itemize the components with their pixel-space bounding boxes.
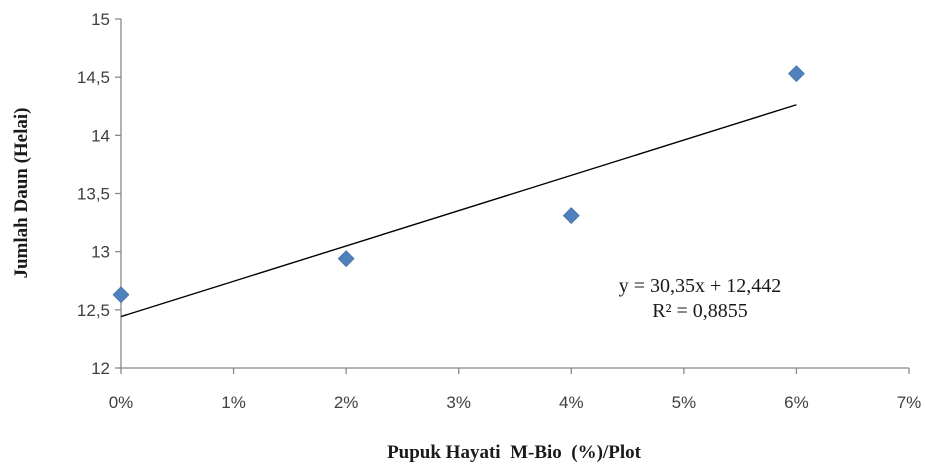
x-tick-label: 4% [559, 393, 584, 412]
y-tick-label: 12 [91, 359, 110, 378]
x-tick-label: 3% [446, 393, 471, 412]
y-tick-label: 15 [91, 10, 110, 29]
x-tick-label: 2% [334, 393, 359, 412]
y-tick-label: 14,5 [77, 68, 110, 87]
x-ticks: 0% 1% 2% 3% 4% 5% 6% 7% [109, 368, 922, 412]
y-tick-label: 12,5 [77, 301, 110, 320]
x-tick-label: 0% [109, 393, 134, 412]
y-ticks: 12 12,5 13 13,5 14 14,5 15 [77, 10, 121, 378]
data-point [788, 65, 805, 83]
y-tick-label: 13,5 [77, 185, 110, 204]
x-axis-title: Pupuk Hayati M-Bio (%)/Plot [387, 442, 642, 463]
x-tick-label: 1% [221, 393, 246, 412]
y-tick-label: 13 [91, 243, 110, 262]
y-axis-title: Jumlah Daun (Helai) [11, 107, 32, 278]
data-point [562, 207, 580, 225]
x-tick-label: 5% [672, 393, 697, 412]
data-point [112, 286, 130, 304]
trendline-r-squared: R² = 0,8855 [652, 300, 748, 322]
data-point [337, 250, 355, 268]
trendline-equation: y = 30,35x + 12,442 [619, 275, 782, 297]
x-tick-label: 7% [897, 393, 922, 412]
trendline [120, 104, 797, 318]
y-tick-label: 14 [91, 126, 110, 145]
data-points [112, 65, 805, 304]
x-tick-label: 6% [784, 393, 809, 412]
